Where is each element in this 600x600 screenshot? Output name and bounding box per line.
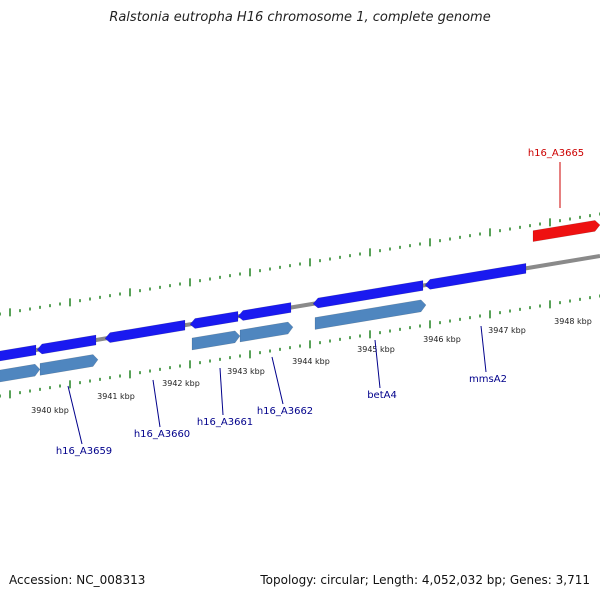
gene-label: h16_A3659 bbox=[56, 446, 112, 457]
gene-label: betA4 bbox=[367, 390, 397, 401]
reverse-gene-arrow bbox=[312, 280, 424, 309]
cds-block bbox=[0, 363, 41, 383]
gene-leader-line bbox=[67, 385, 83, 445]
kbp-label: 3944 kbp bbox=[292, 357, 330, 366]
forward-gene-arrow bbox=[532, 220, 600, 242]
cds-block bbox=[239, 321, 294, 343]
reverse-gene-arrow bbox=[189, 311, 239, 329]
kbp-label: 3947 kbp bbox=[488, 326, 526, 335]
gene-labels: h16_A3659 h16_A3660 h16_A3661 h16_A3662 betA… bbox=[56, 148, 584, 457]
kbp-label: 3942 kbp bbox=[162, 379, 200, 388]
cds-block bbox=[314, 299, 427, 330]
map-title: Ralstonia eutropha H16 chromosome 1, com… bbox=[109, 10, 491, 25]
genome-summary-text: Topology: circular; Length: 4,052,032 bp… bbox=[260, 573, 590, 587]
gene-label: mmsA2 bbox=[469, 374, 507, 385]
reverse-gene-arrow bbox=[237, 302, 292, 321]
gene-label: h16_A3660 bbox=[134, 429, 190, 440]
reverse-gene-arrow bbox=[424, 263, 527, 290]
gene-leader-line bbox=[480, 325, 487, 373]
gene-leader-line bbox=[152, 379, 161, 428]
gene-label: h16_A3665 bbox=[528, 148, 584, 159]
gene-leader-line bbox=[374, 339, 381, 389]
kbp-label: 3941 kbp bbox=[97, 392, 135, 401]
reverse-gene-track bbox=[0, 263, 527, 362]
gene-leader-line bbox=[219, 367, 224, 416]
cds-block bbox=[191, 330, 241, 351]
outer-tick-ring bbox=[0, 212, 600, 317]
kbp-label: 3948 kbp bbox=[554, 317, 592, 326]
reverse-gene-arrow bbox=[36, 334, 97, 355]
gene-leader-line bbox=[271, 356, 284, 405]
cds-track bbox=[0, 299, 427, 383]
inner-tick-ring bbox=[0, 294, 600, 399]
kbp-label: 3943 kbp bbox=[227, 367, 265, 376]
kbp-label: 3940 kbp bbox=[31, 406, 69, 415]
gene-label: h16_A3661 bbox=[197, 417, 253, 428]
cds-block bbox=[39, 354, 99, 376]
accession-text: Accession: NC_008313 bbox=[9, 573, 146, 587]
reverse-gene-arrow bbox=[0, 344, 37, 362]
forward-gene-track bbox=[532, 220, 600, 242]
gene-label: h16_A3662 bbox=[257, 406, 313, 417]
reverse-gene-arrow bbox=[104, 319, 186, 343]
kbp-label: 3946 kbp bbox=[423, 335, 461, 344]
